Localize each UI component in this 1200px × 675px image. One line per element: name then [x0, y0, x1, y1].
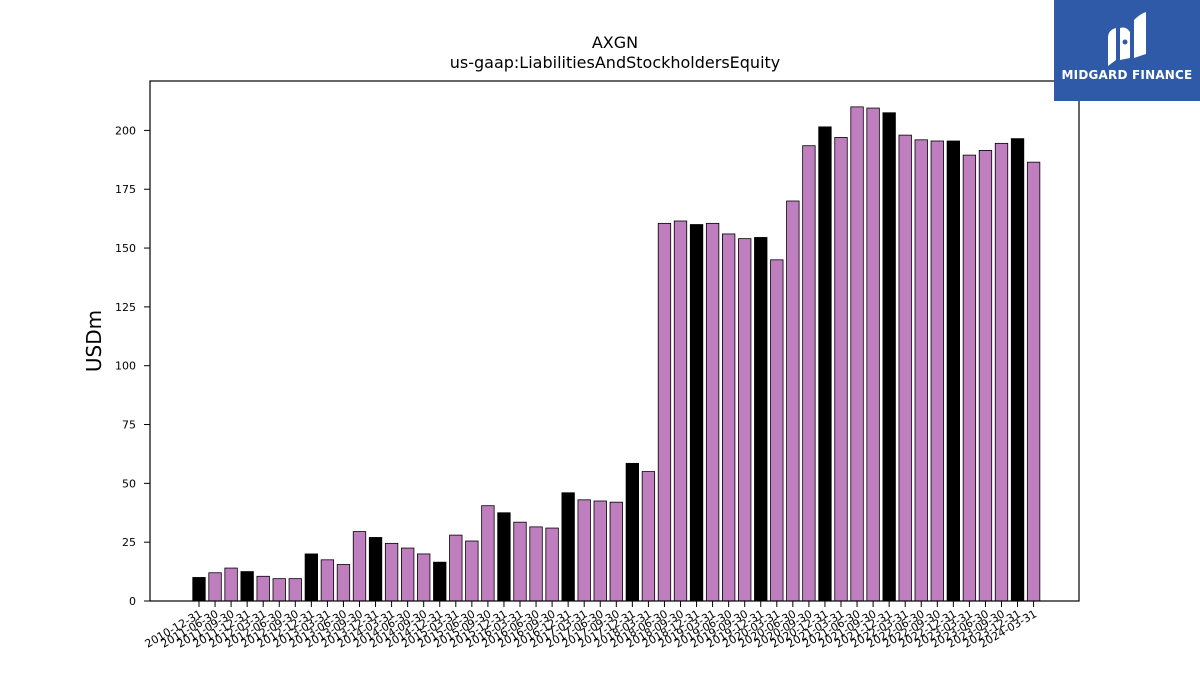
bar-2023-09-30 — [994, 142, 1009, 602]
bar-2019-09-30 — [738, 238, 752, 602]
bar-2013-03-31 — [320, 559, 335, 602]
bar-2021-06-30 — [850, 106, 864, 602]
bar-2011-12-31 — [240, 571, 254, 602]
chart-subtitle: us-gaap:LiabilitiesAndStockholdersEquity — [450, 53, 781, 72]
bar-2020-12-31 — [818, 126, 832, 602]
bar-2023-03-31 — [962, 154, 977, 602]
bar-2023-06-30 — [978, 150, 993, 602]
bar-2014-06-30 — [400, 547, 415, 602]
bar-2017-06-30 — [593, 500, 607, 602]
bar-2011-09-30 — [224, 567, 238, 602]
bar-2020-09-30 — [802, 145, 816, 602]
bar-2022-06-30 — [914, 139, 928, 602]
plot-frame — [149, 80, 1080, 602]
bar-2017-12-31 — [625, 462, 639, 602]
bar-2012-09-30 — [288, 578, 302, 602]
bar-2017-03-31 — [577, 499, 591, 602]
y-axis: 0 25 50 75 100 125 150 175 200 — [115, 124, 150, 608]
chart-title: AXGN — [592, 33, 638, 52]
y-tick-label: 0 — [129, 595, 136, 608]
bar-2020-03-31 — [770, 259, 784, 602]
bar-2014-03-31 — [384, 542, 399, 602]
bar-2010-12-31 — [192, 577, 206, 602]
bar-2013-12-31 — [368, 537, 383, 602]
bar-2021-12-31 — [882, 112, 896, 602]
brand-logo: MIDGARD FINANCE — [1054, 0, 1200, 101]
bar-2012-06-30 — [272, 578, 286, 602]
y-tick-label: 200 — [115, 124, 136, 137]
y-tick-label: 125 — [115, 301, 136, 314]
bar-2022-03-31 — [898, 134, 912, 602]
bar-2021-09-30 — [866, 107, 880, 602]
bar-2015-12-31 — [497, 512, 511, 602]
y-tick-label: 175 — [115, 183, 136, 196]
y-tick-label: 100 — [115, 360, 136, 373]
bar-2017-09-30 — [609, 501, 623, 602]
bar-2016-09-30 — [545, 527, 559, 602]
bar-2014-12-31 — [433, 561, 447, 602]
brand-mark-icon — [1108, 12, 1146, 66]
bar-2018-09-30 — [673, 220, 688, 602]
bar-2020-06-30 — [786, 200, 800, 602]
brand-name: MIDGARD FINANCE — [1061, 68, 1193, 82]
bar-2013-06-30 — [336, 564, 351, 602]
bar-2015-09-30 — [481, 505, 495, 602]
bar-2015-06-30 — [465, 540, 479, 602]
bar-2018-06-30 — [657, 222, 672, 602]
bar-2024-03-31 — [1026, 161, 1041, 602]
bar-2012-03-31 — [256, 575, 270, 602]
bars-group — [192, 106, 1041, 602]
y-tick-label: 75 — [122, 419, 136, 432]
bar-2014-09-30 — [417, 553, 431, 602]
bar-2022-12-31 — [946, 140, 960, 602]
bar-2021-03-31 — [834, 137, 848, 602]
bar-2011-06-30 — [208, 572, 222, 602]
y-tick-label: 50 — [122, 477, 136, 490]
bar-2018-12-31 — [689, 224, 704, 602]
bar-2023-12-31 — [1010, 138, 1025, 602]
bar-2012-12-31 — [304, 553, 319, 602]
bar-2016-03-31 — [513, 521, 527, 602]
bar-2016-12-31 — [561, 492, 575, 602]
bar-2022-09-30 — [930, 140, 944, 602]
bar-2018-03-31 — [641, 471, 656, 602]
y-axis-label: USDm — [82, 310, 106, 372]
bar-2013-09-30 — [352, 531, 367, 602]
y-tick-label: 25 — [122, 536, 136, 549]
bar-2019-06-30 — [722, 233, 736, 602]
bar-2019-03-31 — [705, 222, 720, 602]
y-tick-label: 150 — [115, 242, 136, 255]
bar-2015-03-31 — [449, 534, 463, 602]
x-axis: 2010-12-312011-06-302011-09-302011-12-31… — [143, 601, 1039, 651]
bar-2019-12-31 — [754, 237, 768, 602]
bar-2016-06-30 — [529, 526, 543, 602]
